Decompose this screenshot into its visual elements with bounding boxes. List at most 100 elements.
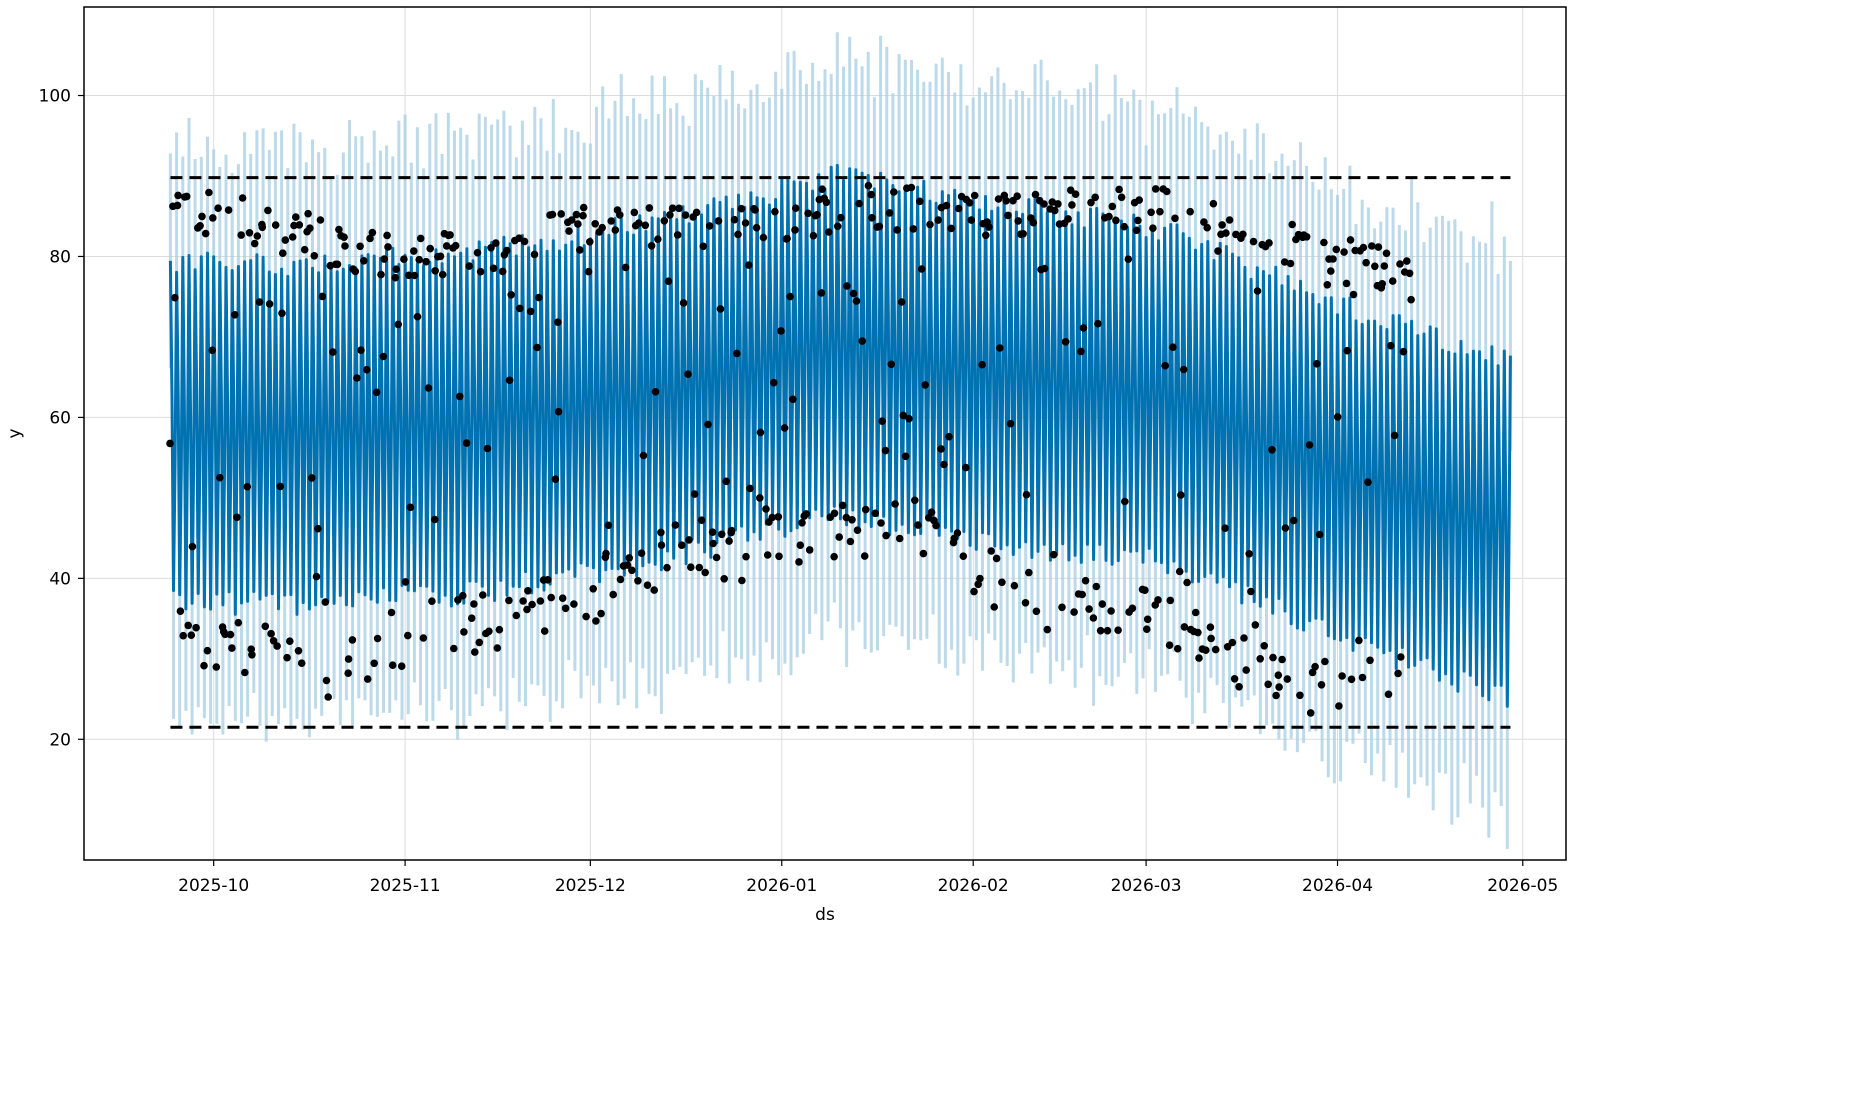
observation-point bbox=[1165, 641, 1174, 649]
observation-point bbox=[1288, 220, 1296, 229]
observation-point bbox=[1092, 582, 1101, 591]
observation-point bbox=[413, 312, 422, 321]
observation-point bbox=[200, 661, 208, 670]
observation-point bbox=[405, 271, 413, 280]
observation-point bbox=[1390, 431, 1399, 440]
observation-point bbox=[184, 621, 192, 630]
y-tick-label: 80 bbox=[49, 247, 71, 267]
observation-point bbox=[516, 304, 524, 313]
observation-point bbox=[611, 226, 620, 234]
observation-point bbox=[607, 217, 615, 225]
observation-point bbox=[431, 267, 440, 275]
observation-point bbox=[344, 669, 353, 677]
observation-point bbox=[647, 242, 656, 250]
observation-point bbox=[893, 226, 901, 234]
observation-point bbox=[1289, 516, 1298, 525]
observation-point bbox=[1064, 215, 1072, 223]
observation-point bbox=[224, 206, 233, 214]
observation-point bbox=[489, 264, 498, 273]
observation-point bbox=[203, 646, 212, 655]
observation-point bbox=[1359, 243, 1368, 252]
observation-point bbox=[1364, 478, 1372, 487]
observation-point bbox=[616, 575, 625, 584]
observation-point bbox=[166, 439, 174, 448]
observation-point bbox=[699, 242, 708, 251]
observation-point bbox=[1340, 248, 1348, 256]
observation-point bbox=[1154, 596, 1162, 604]
observation-point bbox=[523, 605, 531, 614]
observation-point bbox=[1209, 199, 1218, 208]
observation-point bbox=[351, 267, 360, 276]
observation-point bbox=[970, 587, 978, 596]
observation-point bbox=[1333, 413, 1342, 421]
observation-point bbox=[300, 245, 309, 254]
observation-point bbox=[668, 204, 677, 212]
observation-point bbox=[885, 209, 894, 217]
observation-point bbox=[737, 204, 746, 213]
observation-point bbox=[602, 549, 610, 558]
y-tick-label: 60 bbox=[49, 408, 71, 428]
observation-point bbox=[1058, 603, 1066, 612]
observation-point bbox=[234, 618, 243, 627]
observation-point bbox=[335, 225, 343, 234]
observation-point bbox=[1247, 587, 1255, 596]
observation-point bbox=[1078, 590, 1086, 599]
observation-point bbox=[182, 192, 191, 201]
observation-point bbox=[1010, 581, 1019, 590]
observation-point bbox=[1362, 258, 1370, 267]
observation-point bbox=[654, 235, 662, 243]
observation-point bbox=[586, 238, 594, 246]
observation-point bbox=[1032, 607, 1041, 616]
x-tick-label: 2025-11 bbox=[370, 876, 441, 896]
observation-point bbox=[965, 199, 974, 207]
observation-point bbox=[604, 521, 613, 530]
observation-point bbox=[822, 198, 831, 207]
observation-point bbox=[1040, 200, 1048, 208]
observation-point bbox=[520, 237, 529, 246]
observation-point bbox=[1396, 260, 1404, 268]
observation-point bbox=[503, 246, 511, 255]
observation-point bbox=[1203, 223, 1211, 232]
observation-point bbox=[1194, 628, 1202, 637]
observation-point bbox=[741, 219, 750, 227]
observation-point bbox=[1332, 245, 1341, 254]
observation-point bbox=[462, 439, 471, 447]
observation-point bbox=[1384, 690, 1393, 699]
observation-point bbox=[576, 246, 584, 254]
observation-point bbox=[1043, 625, 1052, 634]
observation-point bbox=[714, 217, 723, 225]
observation-point bbox=[283, 653, 291, 662]
observation-point bbox=[551, 475, 560, 484]
observation-point bbox=[470, 600, 478, 608]
observation-point bbox=[849, 289, 858, 298]
observation-point bbox=[475, 638, 484, 647]
forecast-line-layer bbox=[168, 163, 1512, 708]
observation-point bbox=[953, 529, 962, 537]
observation-point bbox=[372, 388, 381, 397]
x-tick-label: 2026-04 bbox=[1302, 876, 1373, 896]
observation-point bbox=[959, 552, 968, 560]
observation-point bbox=[1346, 236, 1355, 244]
observation-point bbox=[992, 554, 1001, 563]
observation-point bbox=[308, 474, 316, 482]
observation-point bbox=[424, 384, 433, 392]
observation-point bbox=[639, 451, 648, 460]
observation-point bbox=[419, 634, 428, 642]
forecast-line bbox=[168, 163, 1512, 708]
observation-point bbox=[279, 249, 287, 257]
observation-point bbox=[697, 516, 706, 524]
observation-point bbox=[927, 508, 936, 516]
observation-point bbox=[404, 631, 412, 640]
observation-point bbox=[771, 207, 779, 216]
observation-point bbox=[1050, 206, 1059, 215]
observation-point bbox=[591, 220, 599, 228]
observation-point bbox=[384, 243, 392, 251]
observation-point bbox=[742, 552, 750, 561]
observation-point bbox=[675, 204, 683, 213]
observation-point bbox=[1265, 239, 1273, 247]
observation-point bbox=[926, 220, 934, 229]
observation-point bbox=[954, 204, 963, 213]
observation-point bbox=[962, 463, 970, 472]
observation-point bbox=[1004, 211, 1012, 220]
observation-point bbox=[360, 257, 368, 265]
